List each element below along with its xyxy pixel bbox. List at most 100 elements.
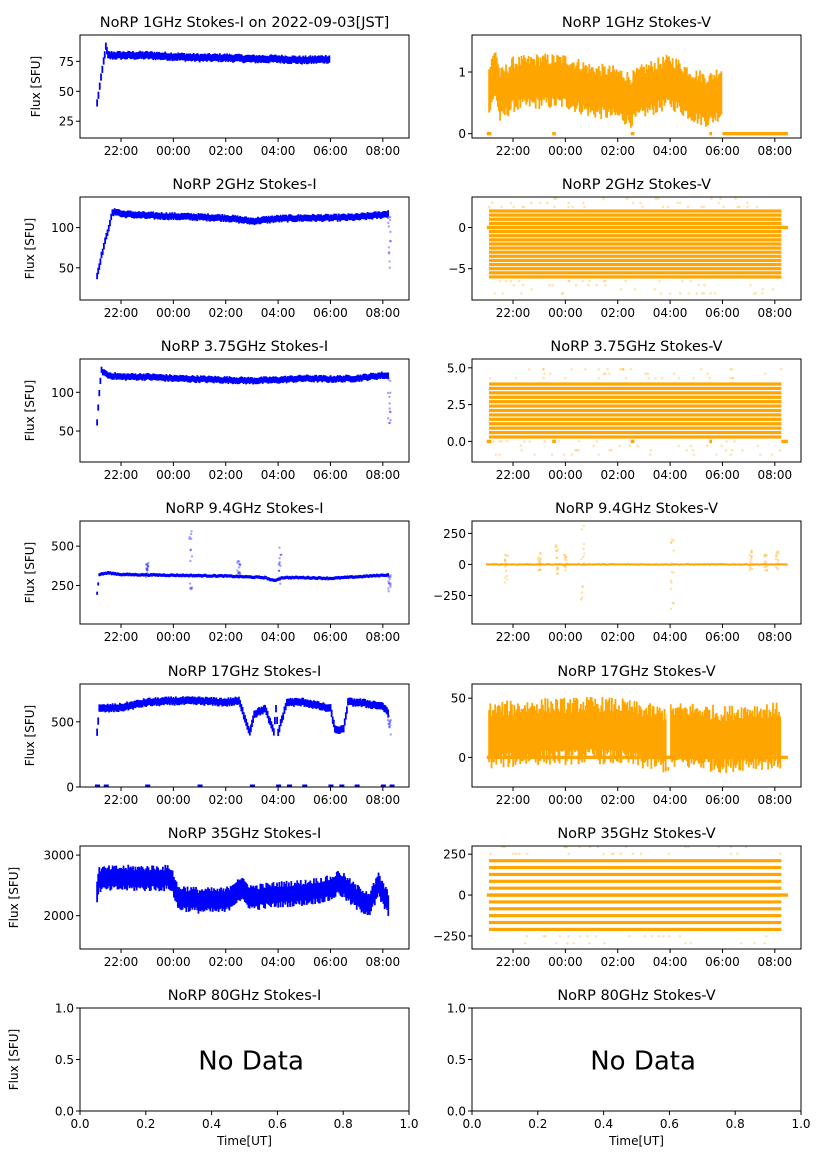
data-point [115,865,118,887]
data-point [142,373,145,380]
data-point [378,211,381,218]
data-point [290,214,293,222]
data-point [612,852,615,856]
data-point [215,574,218,578]
data-point [291,575,294,579]
data-point [628,934,631,938]
data-point [314,883,316,904]
data-point [655,69,657,113]
data-point [109,870,112,891]
data-point [728,376,732,380]
data-point [102,57,105,65]
y-tick-label: 50 [59,85,74,99]
outlier-point [776,560,780,563]
data-point [711,563,714,566]
data-point [657,563,660,566]
data-point [571,563,573,566]
outlier-point [278,546,281,549]
data-point [509,279,513,283]
outlier-point [506,554,510,558]
data-point [567,934,570,938]
x-tick-label: 06:00 [313,306,348,320]
data-point [252,54,255,62]
outlier-point [239,563,242,567]
data-point [534,710,537,763]
data-point [331,716,334,724]
data-point [120,373,123,380]
data-level [489,250,782,254]
data-point [322,56,325,64]
data-point [235,216,238,223]
data-point [295,56,297,64]
data-point [185,53,188,61]
data-point [208,375,211,382]
data-level [489,209,782,213]
data-point [233,54,236,63]
data-point [204,376,207,383]
data-point [710,197,713,200]
data-point [625,80,628,124]
outlier-point [236,569,239,572]
data-point [193,574,196,578]
data-point [558,711,561,764]
data-level [489,213,782,217]
data-point [288,575,291,580]
data-point [685,563,687,566]
subplot-title: NoRP 3.75GHz Stokes-V [550,339,722,355]
data-point [211,376,214,383]
data-point [267,215,270,223]
data-point [298,698,301,706]
data-point [512,714,515,767]
zero-segment [630,131,635,136]
data-point [316,376,319,383]
data-point [166,697,169,705]
data-point [202,574,205,578]
outlier-point [554,545,557,548]
data-point [113,373,115,380]
data-point [586,934,589,938]
data-point [564,563,566,566]
data-point [245,574,247,579]
data-point [332,719,335,728]
data-point [140,51,143,60]
data-point [631,563,633,566]
outlier-point [775,555,778,558]
data-point [202,54,205,62]
data-point [649,703,651,756]
data-point [751,710,754,763]
data-point [610,448,613,452]
data-point [539,201,542,205]
data-point [646,372,650,376]
data-point [130,867,133,889]
x-tick-label: 04:00 [653,144,688,158]
data-point [185,375,188,382]
data-point [601,697,604,750]
data-point [588,279,591,283]
data-point [643,710,645,763]
data-point [229,886,232,907]
data-point [724,563,727,566]
outlier-point [582,563,585,567]
data-point [640,709,643,762]
data-point [205,889,208,911]
data-point [265,576,268,580]
data-point [224,698,227,707]
data-point [323,214,326,222]
data-point [114,865,116,887]
data-point [304,699,307,707]
data-point [247,54,250,62]
data-point [631,201,635,205]
data-point [333,576,336,580]
data-point [552,55,555,99]
data-point [378,875,381,897]
outlier-point [777,550,780,553]
x-tick-label: 02:00 [600,144,635,158]
data-point [246,722,249,730]
data-point [271,215,274,222]
data-point [377,701,380,710]
data-point [385,706,388,715]
data-point [345,214,347,221]
data-point [201,53,203,62]
data-point [222,574,225,579]
data-point [280,54,283,62]
